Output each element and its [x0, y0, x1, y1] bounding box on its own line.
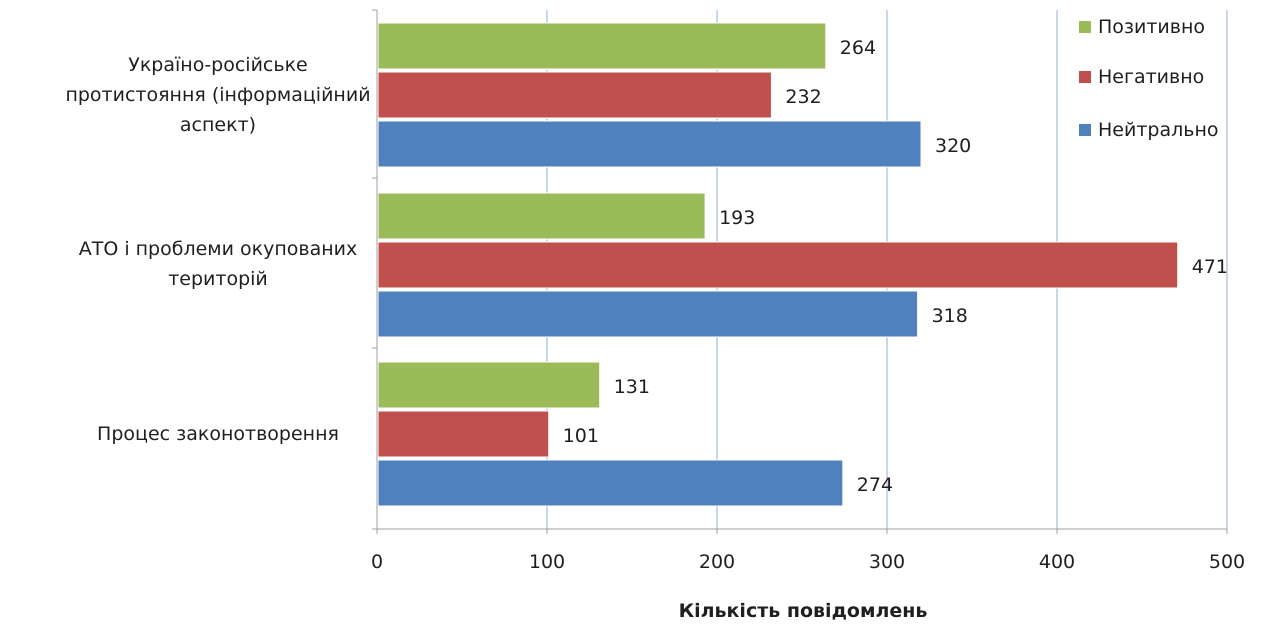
bar-Позитивно-0: [377, 22, 827, 70]
bar-Нейтрально-0: [377, 120, 922, 168]
category-label: аспект): [180, 114, 256, 136]
x-tick-labels: 0 100 200 300 400 500: [371, 551, 1245, 573]
data-label: 101: [563, 425, 599, 447]
data-label: 131: [614, 376, 650, 398]
bar-Позитивно-2: [377, 361, 601, 409]
data-labels: 264 232 320 193 471 318 131 101 274: [563, 37, 1228, 496]
data-label: 193: [719, 207, 755, 229]
x-axis-title: Кількість повідомлень: [679, 600, 928, 622]
x-tick-label: 400: [1039, 551, 1075, 573]
legend-swatch: [1079, 21, 1091, 33]
category-labels: Україно-російське протистояння (інформаці…: [65, 54, 370, 445]
legend-label: Негативно: [1098, 66, 1204, 88]
x-tick-label: 100: [529, 551, 565, 573]
bar-Позитивно-1: [377, 192, 706, 240]
legend-swatch: [1079, 124, 1091, 136]
x-tick-label: 500: [1209, 551, 1245, 573]
bar-Негативно-2: [377, 410, 550, 458]
data-label: 274: [857, 474, 893, 496]
category-label: Україно-російське: [128, 54, 308, 76]
bars: [377, 22, 1179, 507]
x-tick-label: 0: [371, 551, 383, 573]
legend-label: Позитивно: [1098, 16, 1205, 38]
category-label: АТО і проблеми окупованих: [79, 238, 358, 260]
data-label: 232: [785, 86, 821, 108]
x-tick-label: 200: [699, 551, 735, 573]
legend: Позитивно Негативно Нейтрально: [1079, 16, 1219, 141]
x-tick-label: 300: [869, 551, 905, 573]
category-label: протистояння (інформаційний: [65, 84, 370, 106]
category-label: територій: [168, 268, 268, 290]
legend-swatch: [1079, 71, 1091, 83]
data-label: 318: [932, 305, 968, 327]
legend-label: Нейтрально: [1098, 119, 1219, 141]
data-label: 471: [1192, 256, 1228, 278]
bar-Нейтрально-2: [377, 459, 844, 507]
axes: [372, 9, 1228, 534]
bar-Негативно-0: [377, 71, 772, 119]
category-label: Процес законотворення: [97, 423, 339, 445]
data-label: 320: [935, 135, 971, 157]
data-label: 264: [840, 37, 876, 59]
bar-Нейтрально-1: [377, 290, 919, 338]
bar-Негативно-1: [377, 241, 1179, 289]
